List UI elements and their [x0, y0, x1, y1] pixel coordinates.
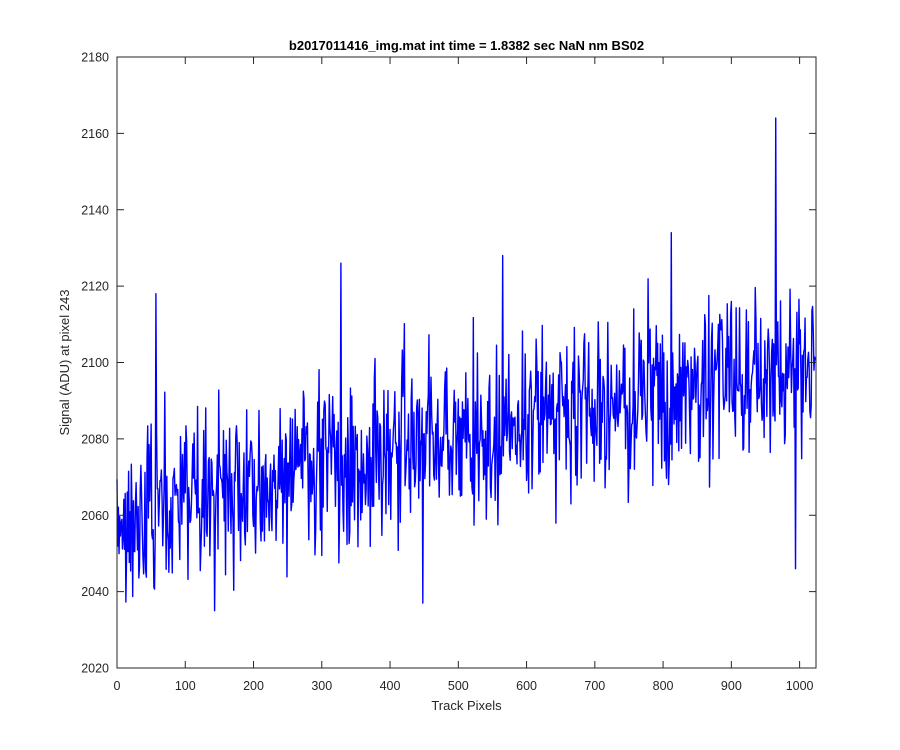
x-tick-label: 600: [516, 679, 537, 693]
y-tick-label: 2180: [81, 51, 109, 65]
y-tick-label: 2040: [81, 585, 109, 599]
x-tick-label: 200: [243, 679, 264, 693]
y-tick-label: 2100: [81, 356, 109, 370]
y-axis-title: Signal (ADU) at pixel 243: [57, 290, 72, 436]
y-tick-label: 2020: [81, 662, 109, 676]
x-tick-label: 300: [311, 679, 332, 693]
series-layer: [116, 117, 817, 612]
x-tick-label: 1000: [786, 679, 814, 693]
signal-line: [116, 117, 817, 612]
x-tick-label: 100: [175, 679, 196, 693]
x-tick-label: 900: [721, 679, 742, 693]
y-tick-label: 2080: [81, 432, 109, 446]
y-tick-label: 2060: [81, 509, 109, 523]
y-tick-label: 2160: [81, 127, 109, 141]
y-tick-label: 2140: [81, 203, 109, 217]
ticks-layer: 0 100 200 300 400 500 600 700 800 900 1000 2020 2040…: [81, 51, 816, 693]
x-axis-title: Track Pixels: [431, 698, 502, 713]
x-tick-label: 0: [114, 679, 121, 693]
y-tick-label: 2120: [81, 280, 109, 294]
x-tick-label: 400: [380, 679, 401, 693]
chart-title: b2017011416_img.mat int time = 1.8382 se…: [289, 38, 644, 53]
x-tick-label: 500: [448, 679, 469, 693]
x-tick-label: 700: [584, 679, 605, 693]
x-tick-label: 800: [653, 679, 674, 693]
